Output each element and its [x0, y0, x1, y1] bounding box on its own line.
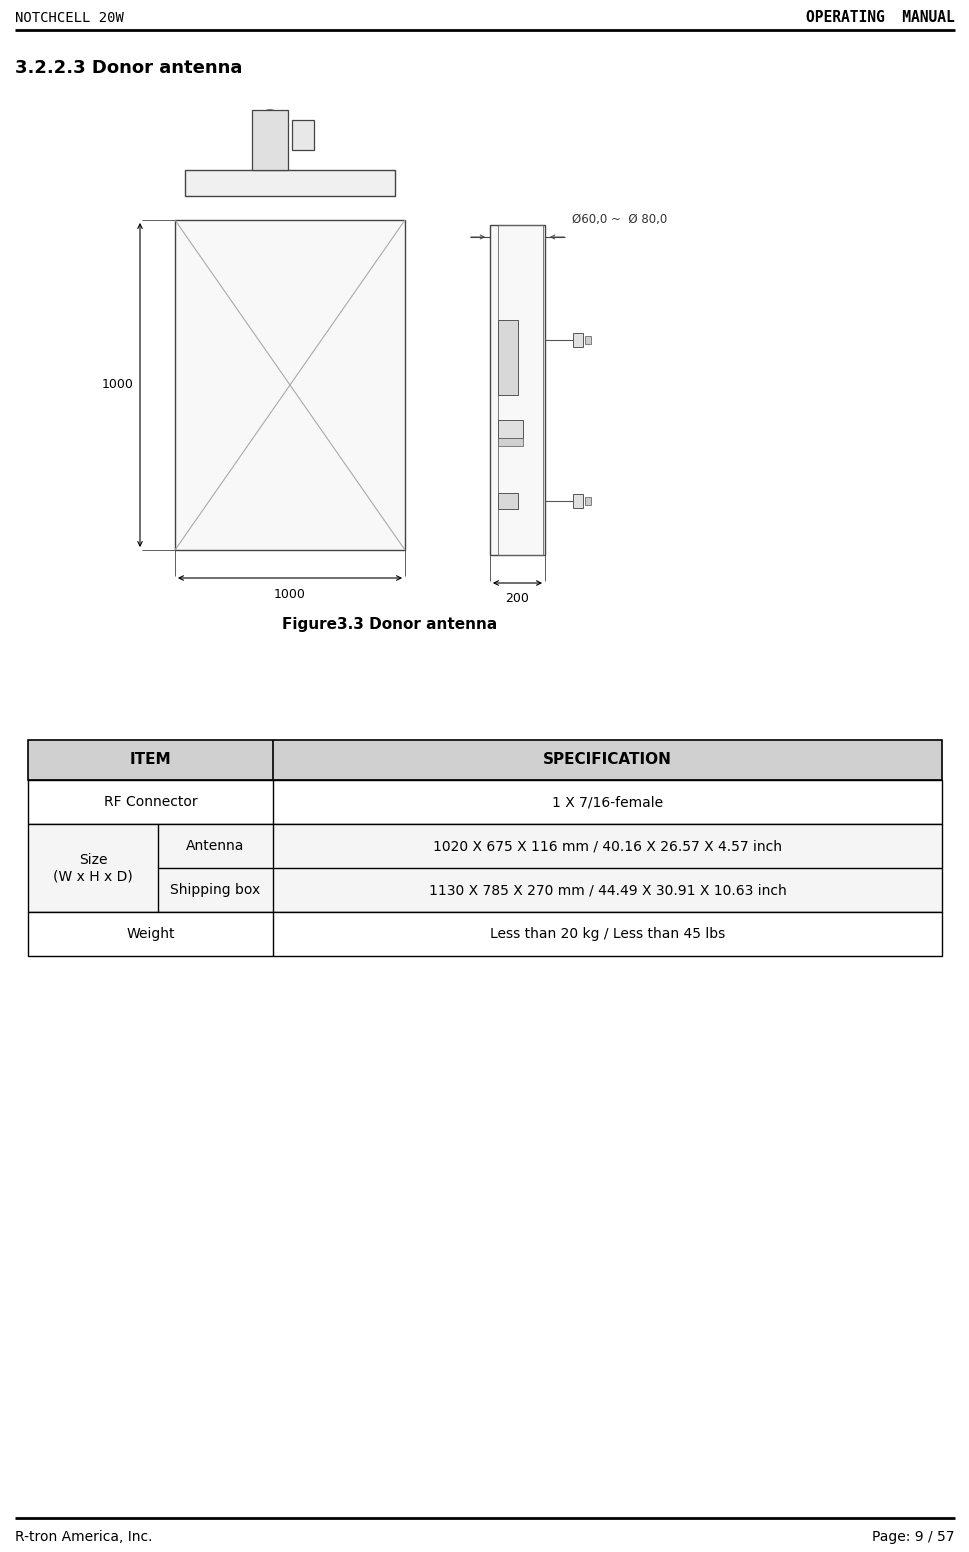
Text: Less than 20 kg / Less than 45 lbs: Less than 20 kg / Less than 45 lbs [489, 927, 725, 941]
Circle shape [257, 113, 266, 123]
Bar [584, 497, 590, 504]
Bar [174, 220, 405, 549]
Bar [584, 335, 590, 345]
Text: Page: 9 / 57: Page: 9 / 57 [871, 1530, 954, 1544]
Text: 1 X 7/16-female: 1 X 7/16-female [551, 795, 663, 809]
Text: SPECIFICATION: SPECIFICATION [543, 753, 672, 768]
Bar [497, 438, 522, 445]
Circle shape [272, 127, 283, 137]
Circle shape [257, 127, 266, 137]
Circle shape [272, 113, 283, 123]
Text: Shipping box: Shipping box [171, 883, 261, 897]
Text: 1130 X 785 X 270 mm / 44.49 X 30.91 X 10.63 inch: 1130 X 785 X 270 mm / 44.49 X 30.91 X 10… [428, 883, 786, 897]
Text: ITEM: ITEM [130, 753, 172, 768]
Bar [573, 494, 582, 508]
Text: Figure3.3 Donor antenna: Figure3.3 Donor antenna [282, 618, 497, 633]
Bar [252, 110, 288, 171]
Text: RF Connector: RF Connector [104, 795, 197, 809]
Bar [573, 334, 582, 348]
Text: Weight: Weight [126, 927, 174, 941]
Bar [497, 494, 517, 509]
Bar [489, 225, 545, 556]
Bar [28, 913, 941, 956]
Text: 1000: 1000 [274, 588, 305, 601]
Bar [292, 120, 314, 151]
Bar [497, 421, 522, 438]
Text: R-tron America, Inc.: R-tron America, Inc. [15, 1530, 152, 1544]
Bar [497, 225, 543, 556]
Bar [497, 320, 517, 396]
Text: Ø60,0 ~  Ø 80,0: Ø60,0 ~ Ø 80,0 [572, 214, 667, 227]
Text: 1020 X 675 X 116 mm / 40.16 X 26.57 X 4.57 inch: 1020 X 675 X 116 mm / 40.16 X 26.57 X 4.… [432, 840, 781, 854]
Text: 3.2.2.3 Donor antenna: 3.2.2.3 Donor antenna [15, 59, 242, 78]
Bar [28, 824, 941, 913]
Text: Size
(W x H x D): Size (W x H x D) [53, 854, 133, 883]
Bar [28, 740, 941, 781]
Bar [185, 171, 394, 196]
Bar [28, 781, 941, 824]
Text: OPERATING  MANUAL: OPERATING MANUAL [805, 11, 954, 25]
Text: 200: 200 [505, 593, 529, 605]
Text: Antenna: Antenna [186, 840, 244, 854]
Text: NOTCHCELL 20W: NOTCHCELL 20W [15, 11, 124, 25]
Text: 1000: 1000 [102, 379, 134, 391]
